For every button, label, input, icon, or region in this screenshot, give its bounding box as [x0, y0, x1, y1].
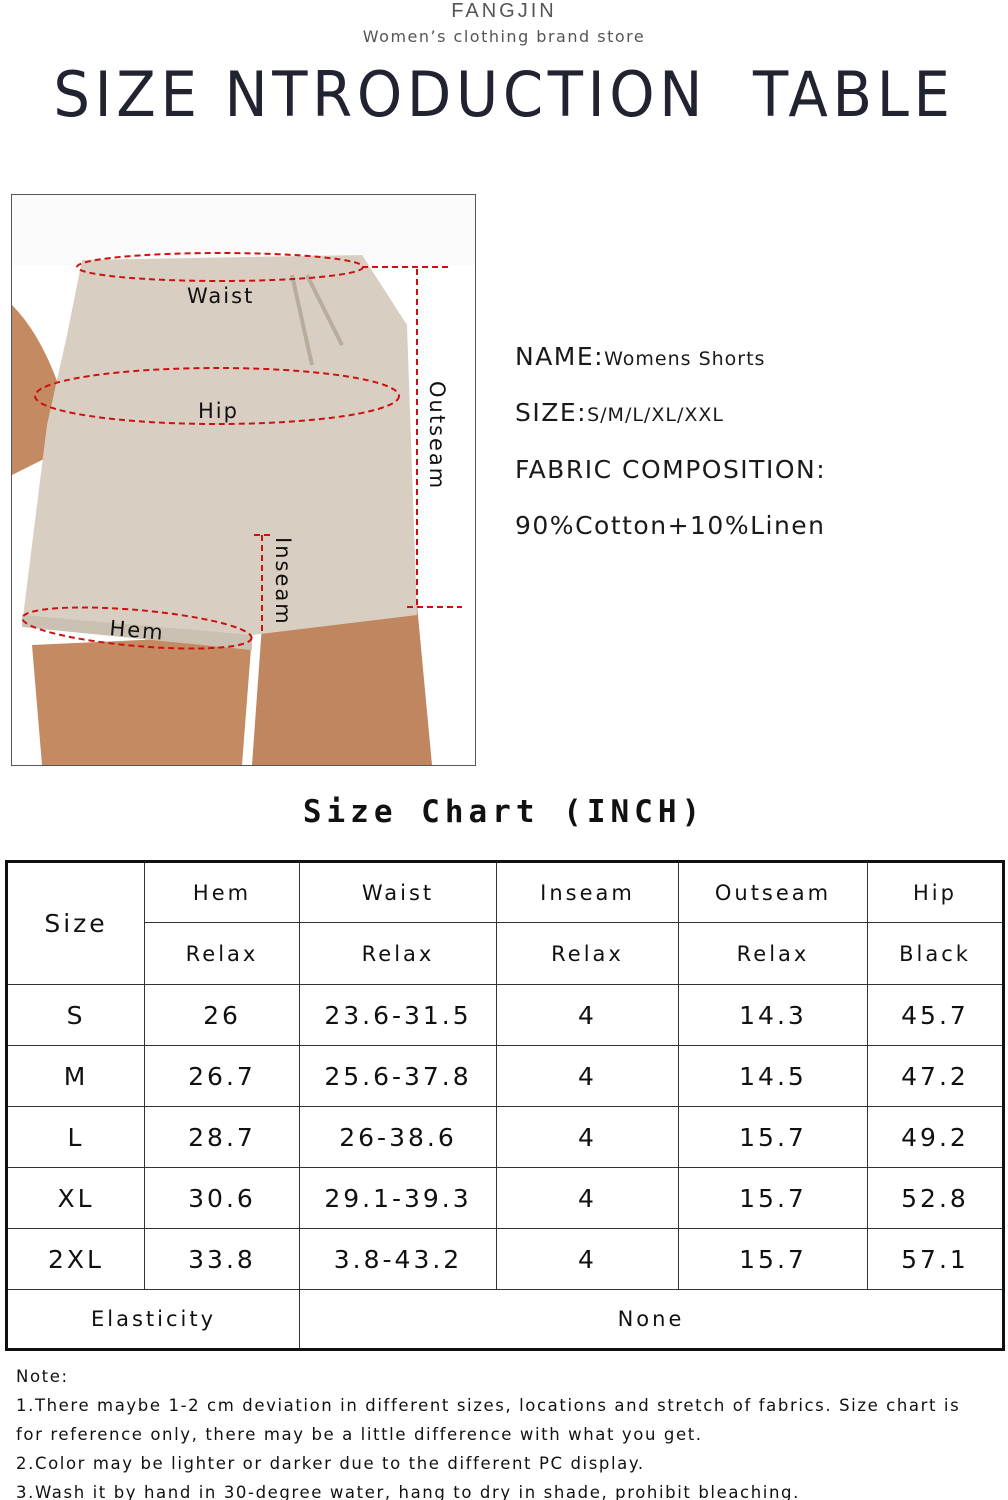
value-cell: 26.7 [144, 1045, 300, 1107]
value-cell: 4 [496, 1167, 679, 1229]
col-header-hip: Hip [867, 861, 1004, 923]
notes-heading: Note: [16, 1367, 69, 1386]
value-cell: 30.6 [144, 1167, 300, 1229]
value-cell: 14.3 [678, 984, 868, 1046]
value-cell: 15.7 [678, 1167, 868, 1229]
col-header-waist: Waist [299, 861, 497, 923]
col-sub-waist: Relax [299, 922, 497, 985]
size-chart-table: Size Hem Waist Inseam Outseam Hip Relax … [5, 860, 1005, 1351]
name-label: NAME: [515, 342, 605, 371]
drawstring [290, 274, 344, 366]
hip-label: Hip [198, 399, 239, 423]
col-header-outseam: Outseam [678, 861, 868, 923]
table-row: M 26.7 25.6-37.8 4 14.5 47.2 [6, 1045, 1004, 1107]
note-line: 1.There maybe 1-2 cm deviation in differ… [16, 1396, 961, 1415]
value-cell: 28.7 [144, 1106, 300, 1168]
brand-tagline: Women’s clothing brand store [362, 27, 646, 46]
col-header-inseam: Inseam [496, 861, 679, 923]
notes: Note: 1.There maybe 1-2 cm deviation in … [16, 1362, 960, 1500]
size-chart-title: Size Chart (INCH) [302, 794, 706, 830]
product-sizes: SIZE:S/M/L/XL/XXL [515, 398, 724, 427]
value-cell: 25.6-37.8 [299, 1045, 497, 1107]
table-row: S 26 23.6-31.5 4 14.3 45.7 [6, 984, 1004, 1046]
elasticity-label: Elasticity [6, 1289, 300, 1350]
value-cell: 4 [496, 1228, 679, 1290]
shorts-illustration: Waist Hip Hem Outseam Inseam [12, 195, 475, 765]
waist-label: Waist [187, 284, 254, 308]
value-cell: 33.8 [144, 1228, 300, 1290]
value-cell: 49.2 [867, 1106, 1004, 1168]
value-cell: 45.7 [867, 984, 1004, 1046]
page-title: SIZE NTRODUCTION TABLE [53, 58, 955, 131]
fabric-label: FABRIC COMPOSITION: [515, 455, 827, 484]
right-leg [252, 605, 432, 765]
value-cell: 4 [496, 1045, 679, 1107]
fabric-value: 90%Cotton+10%Linen [515, 511, 826, 540]
size-cell: 2XL [6, 1228, 145, 1290]
size-value: S/M/L/XL/XXL [587, 404, 724, 426]
col-header-hem: Hem [144, 861, 300, 923]
value-cell: 23.6-31.5 [299, 984, 497, 1046]
subheader-row: Relax Relax Relax Relax Black [7, 922, 1004, 985]
elasticity-row: Elasticity None [6, 1289, 1004, 1350]
shorts [22, 255, 417, 650]
note-line: for reference only, there may be a littl… [16, 1425, 703, 1444]
table-row: 2XL 33.8 3.8-43.2 4 15.7 57.1 [6, 1228, 1004, 1290]
col-sub-hem: Relax [144, 922, 300, 985]
col-sub-outseam: Relax [678, 922, 868, 985]
value-cell: 3.8-43.2 [299, 1228, 497, 1290]
hem-label: Hem [109, 616, 166, 645]
value-cell: 4 [496, 1106, 679, 1168]
inseam-label: Inseam [271, 537, 295, 626]
size-header: Size [6, 861, 145, 985]
value-cell: 26-38.6 [299, 1106, 497, 1168]
col-sub-hip: Black [867, 922, 1004, 985]
size-cell: XL [6, 1167, 145, 1229]
elasticity-value: None [299, 1289, 1004, 1350]
value-cell: 4 [496, 984, 679, 1046]
value-cell: 52.8 [867, 1167, 1004, 1229]
value-cell: 57.1 [867, 1228, 1004, 1290]
value-cell: 15.7 [678, 1106, 868, 1168]
value-cell: 26 [144, 984, 300, 1046]
value-cell: 29.1-39.3 [299, 1167, 497, 1229]
col-sub-inseam: Relax [496, 922, 679, 985]
size-cell: M [6, 1045, 145, 1107]
size-cell: L [6, 1106, 145, 1168]
left-leg [32, 635, 252, 765]
shirt [12, 195, 475, 265]
measure-lines [21, 252, 462, 650]
size-cell: S [6, 984, 145, 1046]
size-label: SIZE: [515, 398, 588, 427]
header-row: Size Hem Waist Inseam Outseam Hip [6, 861, 1004, 985]
value-cell: 15.7 [678, 1228, 868, 1290]
name-value: Womens Shorts [604, 348, 766, 370]
table-row: L 28.7 26-38.6 4 15.7 49.2 [6, 1106, 1004, 1168]
table-row: XL 30.6 29.1-39.3 4 15.7 52.8 [6, 1167, 1004, 1229]
brand-name: FANGJIN [451, 0, 557, 22]
shorts-measurement-photo: Waist Hip Hem Outseam Inseam [11, 194, 476, 766]
value-cell: 47.2 [867, 1045, 1004, 1107]
value-cell: 14.5 [678, 1045, 868, 1107]
outseam-label: Outseam [425, 381, 449, 490]
product-name: NAME:Womens Shorts [515, 342, 765, 371]
note-line: 2.Color may be lighter or darker due to … [16, 1454, 645, 1473]
note-line: 3.Wash it by hand in 30-degree water, ha… [16, 1483, 800, 1500]
